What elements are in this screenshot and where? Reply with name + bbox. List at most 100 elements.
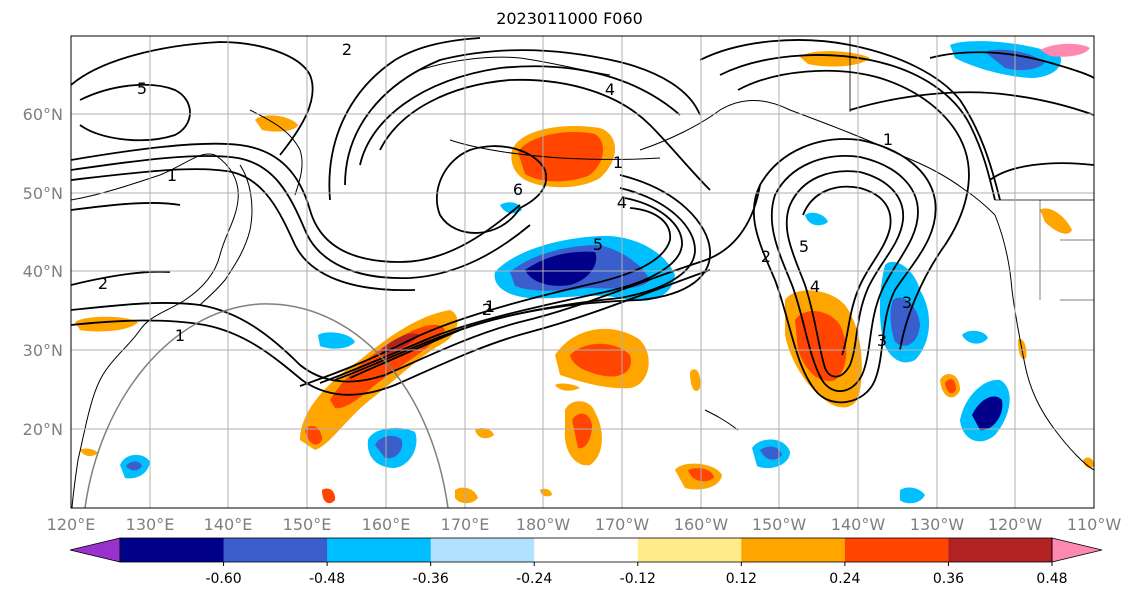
latitude-label: 20°N (23, 420, 63, 439)
arctic-coast (419, 56, 611, 76)
longitude-label: 150°E (283, 515, 332, 534)
longitude-label: 160°W (674, 515, 729, 534)
colorbar-segment (637, 538, 742, 562)
colorbar-tick-label: -0.12 (620, 571, 656, 587)
colorbar-tick-label: -0.48 (309, 571, 345, 587)
contour-line (71, 142, 521, 263)
contour-line (79, 83, 191, 142)
graticule (71, 36, 1094, 508)
contour-line (719, 54, 996, 201)
longitude-label: 120°E (47, 515, 96, 534)
contour-line (989, 162, 1094, 181)
contour-line (71, 41, 314, 156)
colorbar-tick-label: 0.24 (829, 571, 860, 587)
contour-line (379, 78, 711, 191)
colorbar-segment (327, 538, 432, 562)
contour-label: 1 (613, 153, 623, 172)
contour-line (344, 49, 701, 186)
contour-line (785, 170, 904, 378)
contour-label: 4 (605, 80, 615, 99)
colorbar-segment (430, 538, 535, 562)
coastlines (71, 36, 1094, 508)
contour-label: 6 (513, 180, 523, 199)
contour-line (802, 185, 892, 356)
longitude-label: 160°E (362, 515, 411, 534)
contour-line (71, 184, 761, 383)
contour-label: 4 (617, 193, 627, 212)
contour-label: 3 (877, 331, 887, 350)
contour-line (71, 155, 531, 279)
longitude-label: 120°W (988, 515, 1043, 534)
aleutian-islands (449, 139, 661, 160)
contour-line (435, 145, 548, 234)
colorbar-segment (741, 538, 846, 562)
colorbar: -0.60 -0.48 -0.36 -0.24 -0.12 0.12 0.24 0.36 0.4… (69, 537, 1103, 587)
colorbar-extend-low (69, 537, 121, 563)
great-circle-arc (84, 303, 449, 508)
colorbar-segment (844, 538, 949, 562)
contour-line (71, 168, 416, 292)
colorbar-tick-label: -0.24 (516, 571, 552, 587)
hawaii-islands (704, 409, 739, 431)
contour-label: 5 (799, 237, 809, 256)
colorbar-tick-label: -0.60 (205, 571, 241, 587)
contour-line (737, 69, 970, 351)
contour-line (770, 155, 919, 392)
contour-line (849, 91, 1094, 116)
us-state-borders (1039, 200, 1094, 301)
contour-label: 2 (342, 40, 352, 59)
longitude-label: 180°W (516, 515, 571, 534)
latitude-label: 50°N (23, 184, 63, 203)
contour-line (71, 270, 171, 286)
contour-line (71, 202, 181, 211)
contour-label: 2 (482, 300, 492, 319)
contour-label: 1 (883, 130, 893, 149)
latitude-label: 40°N (23, 262, 63, 281)
latitude-labels: 60°N 50°N 40°N 30°N 20°N (23, 105, 63, 439)
contour-label: 1 (167, 166, 177, 185)
colorbar-segment (534, 538, 639, 562)
map-title: 2023011000 F060 (496, 9, 643, 28)
contour-label: 3 (902, 293, 912, 312)
contour-line (319, 197, 683, 384)
colorbar-extend-high (1051, 537, 1103, 563)
longitude-labels: 120°E 130°E 140°E 150°E 160°E 170°E 180°W 170°W… (47, 515, 1122, 534)
contour-label: 2 (98, 274, 108, 293)
longitude-label: 130°W (910, 515, 965, 534)
colorbar-segment (948, 538, 1053, 562)
contour-line (299, 207, 671, 387)
japan-coast (199, 164, 253, 306)
alaska-coast (639, 100, 996, 216)
colorbar-frame (119, 537, 1053, 563)
longitude-label: 170°W (595, 515, 650, 534)
map-frame (70, 35, 1095, 509)
longitude-label: 150°W (752, 515, 807, 534)
longitude-label: 140°W (831, 515, 886, 534)
colorbar-tick-label: 0.36 (933, 571, 964, 587)
contour-line (359, 65, 681, 166)
contour-label: 2 (761, 247, 771, 266)
colorbar-segment (120, 538, 225, 562)
contour-line (929, 51, 1094, 79)
colorbar-tick-label: 0.48 (1036, 571, 1067, 587)
longitude-label: 110°W (1067, 515, 1122, 534)
kamchatka-coast (249, 109, 303, 196)
contour-label: 1 (485, 297, 495, 316)
contour-label: 1 (175, 326, 185, 345)
latitude-label: 30°N (23, 341, 63, 360)
contour-line (334, 187, 696, 381)
asia-coast (71, 153, 239, 508)
contour-line (71, 269, 711, 396)
north-america-coast (994, 214, 1094, 471)
colorbar-tick-label: -0.36 (413, 571, 449, 587)
contour-label: 4 (810, 277, 820, 296)
contour-line (699, 39, 1001, 201)
longitude-label: 130°E (126, 515, 175, 534)
country-border (849, 36, 1094, 201)
colorbar-tick-label: 0.12 (726, 571, 757, 587)
contour-label: 5 (137, 79, 147, 98)
longitude-label: 170°E (441, 515, 490, 534)
contour-label: 5 (593, 235, 603, 254)
